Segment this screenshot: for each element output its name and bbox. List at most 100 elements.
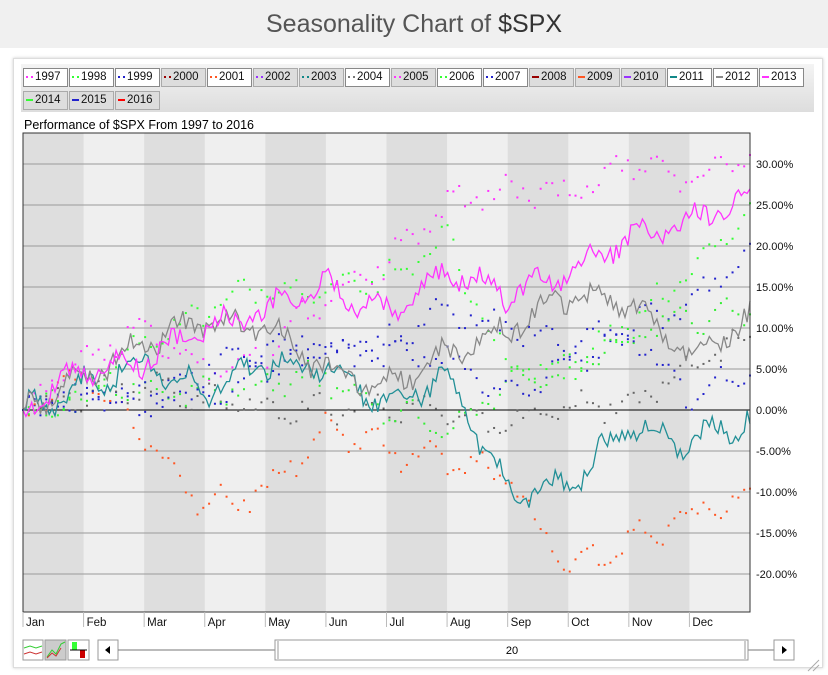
data-point — [68, 369, 71, 372]
legend-toggle-1999[interactable]: 1999 — [115, 68, 160, 87]
legend-toggle-2002[interactable]: 2002 — [253, 68, 298, 87]
data-point — [475, 303, 478, 306]
data-point — [661, 327, 664, 330]
data-point — [208, 378, 211, 381]
data-point — [68, 398, 71, 401]
range-slider-thumb[interactable] — [274, 639, 749, 661]
legend-toggle-2008[interactable]: 2008 — [529, 68, 574, 87]
data-point — [650, 302, 653, 305]
data-point — [33, 409, 36, 412]
data-point — [626, 341, 629, 344]
data-point — [330, 419, 333, 422]
data-point — [475, 377, 478, 380]
data-point — [272, 389, 275, 392]
data-point — [376, 403, 379, 406]
data-point — [574, 558, 577, 561]
data-point — [638, 335, 641, 338]
legend-toggle-2004[interactable]: 2004 — [345, 68, 390, 87]
legend-toggle-2007[interactable]: 2007 — [483, 68, 528, 87]
data-point — [167, 379, 170, 382]
data-point — [574, 361, 577, 364]
data-point — [237, 394, 240, 397]
data-point — [155, 343, 158, 346]
data-point — [353, 279, 356, 282]
data-point — [644, 531, 647, 534]
data-point — [330, 342, 333, 345]
data-point — [301, 376, 304, 379]
data-point — [155, 345, 158, 348]
data-point — [621, 343, 624, 346]
data-point — [661, 315, 664, 318]
data-point — [27, 406, 30, 409]
data-point — [289, 320, 292, 323]
data-point — [388, 451, 391, 454]
legend-toggle-2009[interactable]: 2009 — [575, 68, 620, 87]
data-point — [440, 215, 443, 218]
data-point — [685, 279, 688, 282]
y-tick-label: 5.00% — [756, 364, 787, 376]
data-point — [411, 233, 414, 236]
data-point — [731, 237, 734, 240]
data-point — [353, 344, 356, 347]
data-point — [190, 494, 193, 497]
data-point — [97, 387, 100, 390]
data-point — [504, 173, 507, 176]
data-point — [231, 502, 234, 505]
data-point — [481, 317, 484, 320]
data-point — [388, 261, 391, 264]
data-point — [516, 367, 519, 370]
legend-toggle-2010[interactable]: 2010 — [621, 68, 666, 87]
data-point — [394, 420, 397, 423]
data-point — [551, 182, 554, 185]
data-point — [702, 174, 705, 177]
data-point — [39, 414, 42, 417]
legend-toggle-1998[interactable]: 1998 — [69, 68, 114, 87]
data-point — [493, 407, 496, 410]
data-point — [609, 329, 612, 332]
data-point — [74, 409, 77, 412]
legend-label: 2011 — [679, 71, 704, 83]
legend-toggle-2016[interactable]: 2016 — [115, 91, 160, 110]
data-point — [400, 339, 403, 342]
data-point — [184, 312, 187, 315]
data-point — [527, 378, 530, 381]
data-point — [266, 485, 269, 488]
data-point — [370, 403, 373, 406]
data-point — [545, 181, 548, 184]
data-point — [568, 366, 571, 369]
data-point — [266, 380, 269, 383]
data-point — [446, 423, 449, 426]
data-point — [475, 413, 478, 416]
line-style-button[interactable] — [22, 639, 44, 661]
data-point — [527, 368, 530, 371]
legend-toggle-2012[interactable]: 2012 — [713, 68, 758, 87]
data-point — [301, 462, 304, 465]
legend-toggle-2000[interactable]: 2000 — [161, 68, 206, 87]
bar-chart-icon — [72, 642, 77, 650]
data-point — [510, 366, 513, 369]
data-point — [184, 404, 187, 407]
legend-toggle-2005[interactable]: 2005 — [391, 68, 436, 87]
legend-toggle-2015[interactable]: 2015 — [69, 91, 114, 110]
data-point — [458, 468, 461, 471]
legend-toggle-2014[interactable]: 2014 — [23, 91, 68, 110]
data-point — [411, 399, 414, 402]
data-point — [289, 286, 292, 289]
data-point — [731, 309, 734, 312]
legend-toggle-2006[interactable]: 2006 — [437, 68, 482, 87]
data-point — [179, 373, 182, 376]
data-point — [609, 338, 612, 341]
legend-toggle-2011[interactable]: 2011 — [667, 68, 712, 87]
legend-toggle-2013[interactable]: 2013 — [759, 68, 804, 87]
legend-toggle-1997[interactable]: 1997 — [23, 68, 68, 87]
data-point — [347, 408, 350, 411]
data-point — [376, 335, 379, 338]
legend-toggle-2001[interactable]: 2001 — [207, 68, 252, 87]
data-point — [673, 369, 676, 372]
legend-label: 2002 — [265, 71, 291, 83]
data-point — [591, 327, 594, 330]
data-point — [719, 239, 722, 242]
legend-toggle-2003[interactable]: 2003 — [299, 68, 344, 87]
data-point — [97, 380, 100, 383]
data-point — [685, 181, 688, 184]
